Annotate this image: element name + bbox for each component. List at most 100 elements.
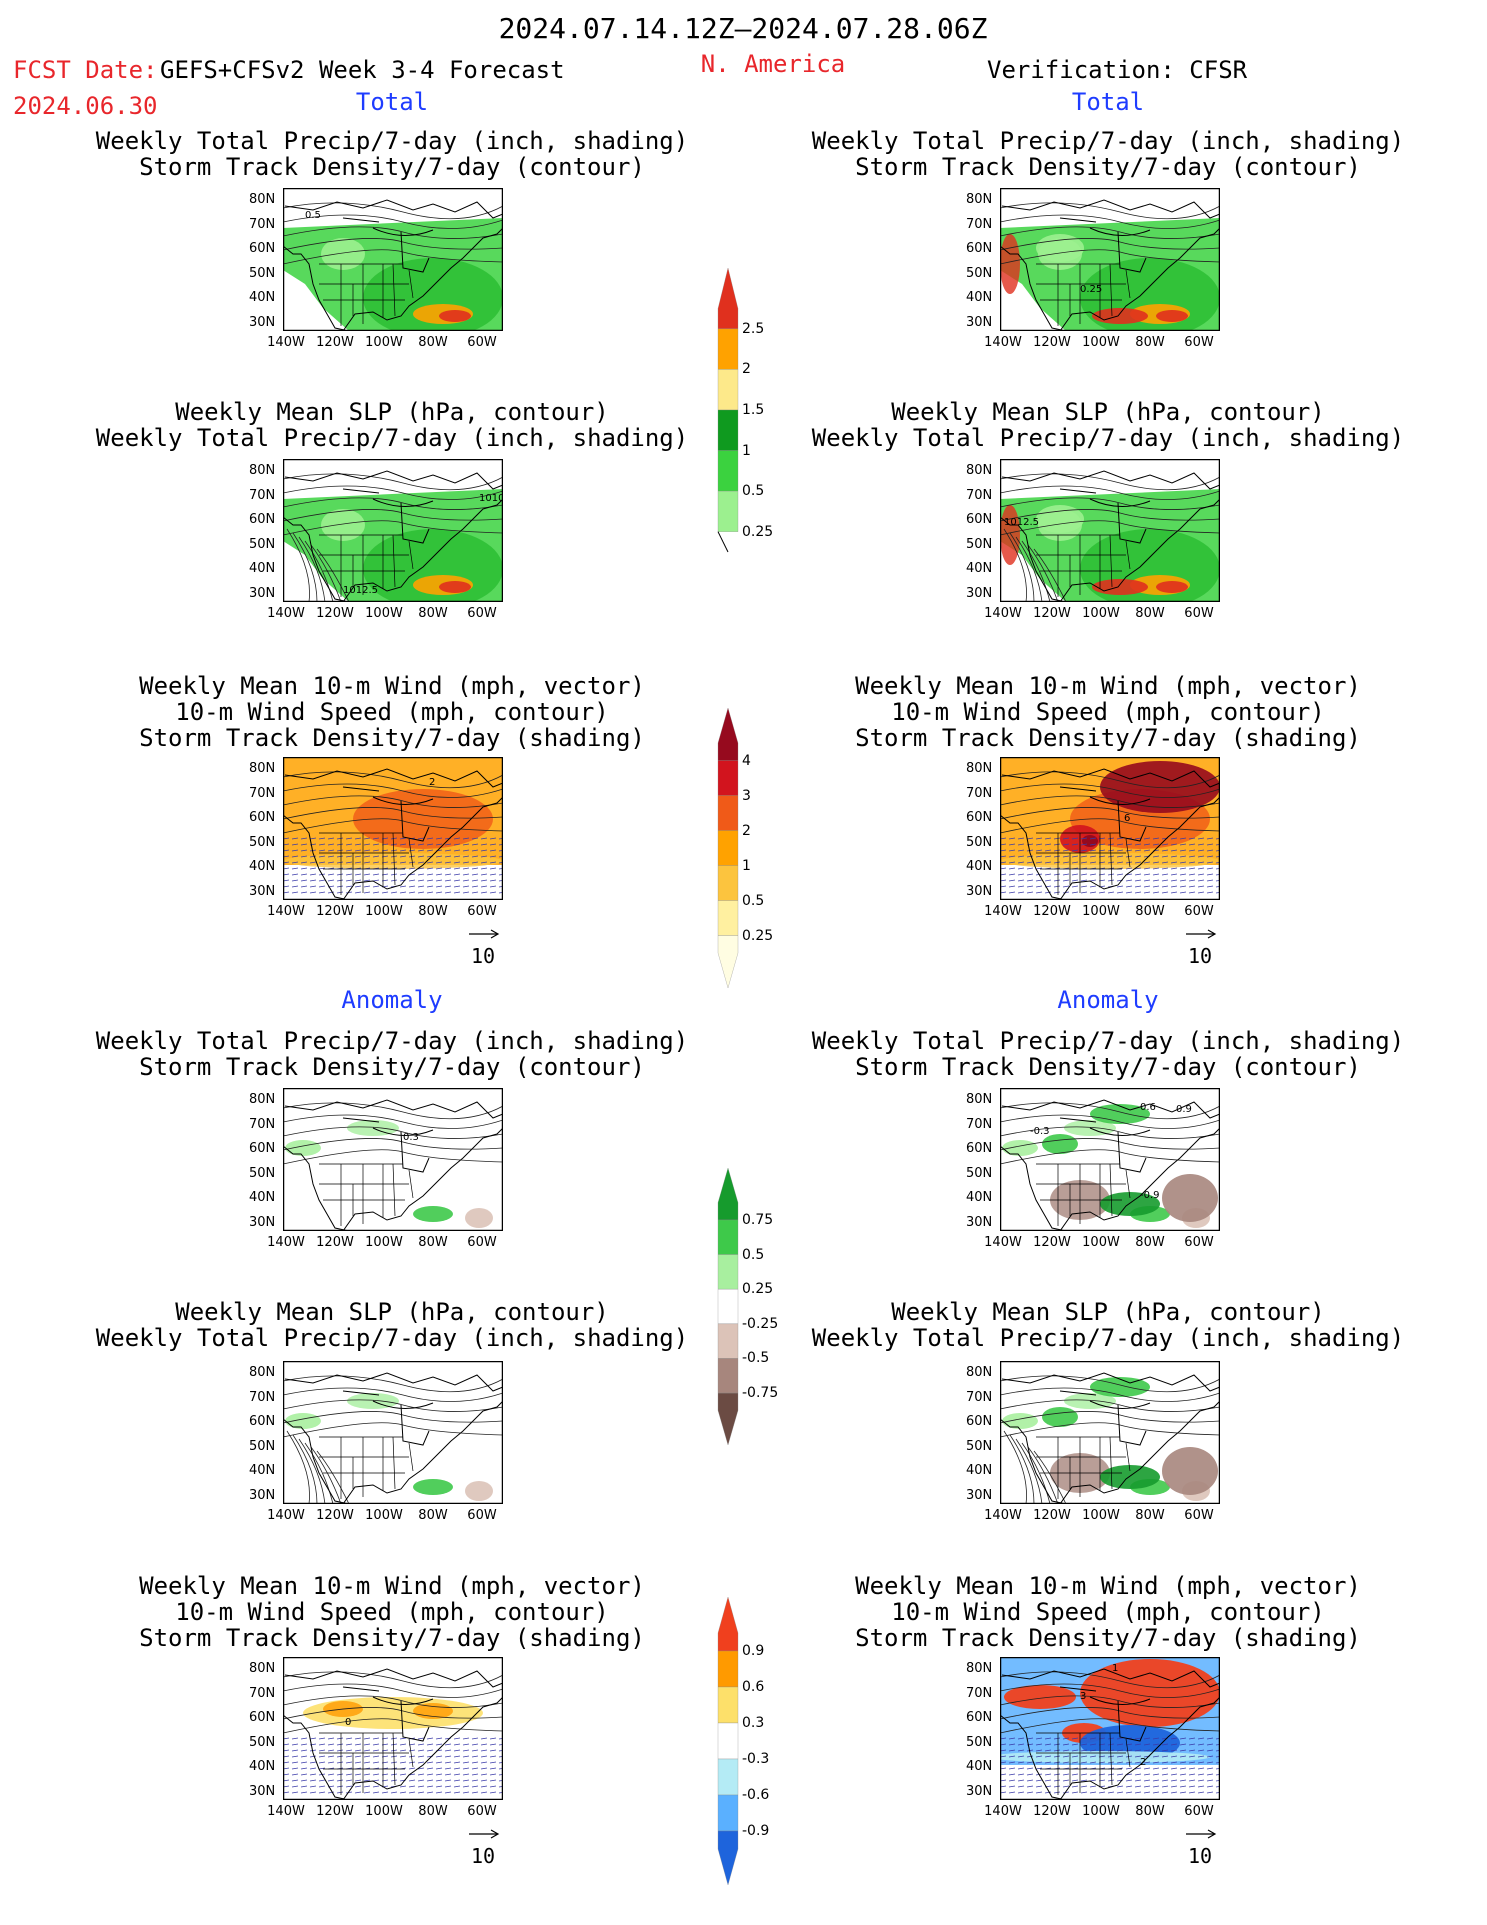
panel-title-anom-wind_storm-fc-1: Weekly Mean 10-m Wind (mph, vector)	[139, 1572, 645, 1600]
colorbar-segment	[717, 760, 739, 796]
colorbar-label: 0.5	[742, 892, 765, 909]
lon-tick-label: 80W	[418, 606, 448, 621]
lat-tick-label: 30N	[966, 883, 993, 899]
colorbar-segment	[717, 1597, 739, 1652]
map-total-precip_storm-ob: 0.25	[1000, 188, 1220, 331]
lat-tick-label: 50N	[249, 536, 276, 552]
colorbar-segment	[717, 1830, 739, 1886]
map-anom-precip_storm-fc: 0.3	[283, 1088, 503, 1231]
lat-tick-label: 30N	[966, 1487, 993, 1503]
lon-tick-label: 60W	[467, 606, 497, 621]
colorbar-storm_anom	[717, 1597, 739, 1886]
contour-label: -0.3	[1030, 1126, 1050, 1137]
lat-tick-label: 80N	[966, 1661, 993, 1676]
lat-tick-label: 70N	[249, 487, 276, 503]
lon-tick-label: 120W	[1033, 606, 1071, 621]
section-total-right: Total	[1071, 88, 1145, 116]
lon-tick-label: 80W	[1135, 335, 1165, 350]
lat-tick-label: 50N	[966, 1734, 993, 1750]
contour-label: 0.25	[1080, 284, 1102, 295]
colorbar-label: 4	[742, 752, 751, 769]
panel-title-anom-precip_storm-ob-1: Weekly Total Precip/7-day (inch, shading…	[811, 1027, 1405, 1055]
lon-tick-label: 140W	[984, 1804, 1022, 1819]
verification-label: Verification: CFSR	[987, 56, 1248, 84]
lon-tick-label: 100W	[1082, 1235, 1120, 1250]
lat-tick-label: 60N	[966, 1141, 993, 1156]
colorbar-label: 0.5	[742, 1246, 765, 1263]
colorbar-segment	[717, 1168, 739, 1221]
lon-tick-label: 140W	[984, 1235, 1022, 1250]
lat-tick-label: 30N	[966, 585, 993, 601]
reference-vector-label: 10	[471, 1844, 496, 1868]
lat-tick-label: 70N	[249, 785, 276, 801]
colorbar-segment	[717, 1219, 739, 1255]
lat-tick-label: 70N	[966, 487, 993, 503]
lat-tick-label: 70N	[966, 1116, 993, 1132]
lat-tick-label: 40N	[249, 290, 276, 305]
lat-tick-label: 80N	[249, 463, 276, 478]
map-total-slp_precip-ob: 1012.5	[1000, 459, 1220, 602]
panel-title-total-precip_storm-fc-1: Weekly Total Precip/7-day (inch, shading…	[95, 127, 689, 155]
colorbar-label: 0.75	[742, 1211, 774, 1228]
colorbar-segment	[717, 1686, 739, 1724]
lat-tick-label: 30N	[249, 883, 276, 899]
colorbar-label: 3	[742, 787, 751, 804]
lat-tick-label: 40N	[966, 290, 993, 305]
region-label: N. America	[700, 50, 846, 78]
lon-tick-label: 80W	[418, 1508, 448, 1523]
lon-tick-label: 100W	[1082, 606, 1120, 621]
lon-tick-label: 60W	[467, 1804, 497, 1819]
lat-tick-label: 60N	[249, 241, 276, 256]
contour-label: 1012.5	[343, 585, 378, 596]
lat-tick-label: 40N	[966, 859, 993, 874]
lat-tick-label: 80N	[249, 192, 276, 207]
period-title: 2024.07.14.12Z–2024.07.28.06Z	[498, 12, 988, 45]
lon-tick-label: 140W	[984, 1508, 1022, 1523]
contour-label: 1	[1112, 1663, 1118, 1674]
lat-tick-label: 50N	[249, 834, 276, 850]
lon-tick-label: 60W	[1184, 1804, 1214, 1819]
lat-tick-label: 80N	[249, 761, 276, 776]
contour-label: 1012.5	[1004, 517, 1039, 528]
lat-tick-label: 40N	[249, 1759, 276, 1774]
lat-tick-label: 70N	[249, 1685, 276, 1701]
lat-tick-label: 80N	[249, 1661, 276, 1676]
lat-tick-label: 70N	[966, 216, 993, 232]
panel-title-total-wind_storm-fc-1: Weekly Mean 10-m Wind (mph, vector)	[139, 672, 645, 700]
lat-tick-label: 50N	[249, 265, 276, 281]
lat-tick-label: 80N	[249, 1092, 276, 1107]
lon-tick-label: 120W	[1033, 904, 1071, 919]
lat-tick-label: 60N	[249, 1141, 276, 1156]
colorbar-segment	[717, 450, 739, 492]
reference-vector: 10	[467, 920, 501, 968]
map-anom-slp_precip-ob	[1000, 1361, 1220, 1504]
lon-tick-label: 100W	[365, 606, 403, 621]
fcst-label: FCST Date:	[13, 56, 158, 84]
lat-tick-label: 70N	[249, 1116, 276, 1132]
lon-tick-label: 120W	[316, 1508, 354, 1523]
panel-title-total-wind_storm-ob-2: 10-m Wind Speed (mph, contour)	[891, 698, 1325, 726]
colorbar-label: 1	[742, 857, 751, 874]
contour-label: 1010	[479, 493, 503, 504]
lat-tick-label: 50N	[966, 834, 993, 850]
panel-title-total-slp_precip-fc-2: Weekly Total Precip/7-day (inch, shading…	[95, 424, 689, 452]
lat-tick-label: 70N	[249, 216, 276, 232]
contour-label: 6	[1124, 813, 1130, 824]
panel-title-anom-slp_precip-ob-2: Weekly Total Precip/7-day (inch, shading…	[811, 1324, 1405, 1352]
contour-label: 2	[1140, 1757, 1146, 1768]
lat-tick-label: 50N	[966, 265, 993, 281]
lat-tick-label: 70N	[966, 1685, 993, 1701]
lon-tick-label: 80W	[1135, 1804, 1165, 1819]
panel-title-anom-wind_storm-ob-3: Storm Track Density/7-day (shading)	[855, 1624, 1361, 1652]
lon-tick-label: 140W	[984, 904, 1022, 919]
lat-tick-label: 50N	[966, 536, 993, 552]
colorbar-segment	[717, 1358, 739, 1394]
lat-tick-label: 60N	[249, 810, 276, 825]
lon-tick-label: 60W	[1184, 904, 1214, 919]
lat-tick-label: 30N	[249, 1487, 276, 1503]
colorbar-segment	[717, 1722, 739, 1760]
panel-title-total-slp_precip-ob-1: Weekly Mean SLP (hPa, contour)	[891, 398, 1325, 426]
lat-tick-label: 30N	[249, 1783, 276, 1799]
panel-title-total-wind_storm-fc-3: Storm Track Density/7-day (shading)	[139, 724, 645, 752]
lon-tick-label: 140W	[267, 335, 305, 350]
